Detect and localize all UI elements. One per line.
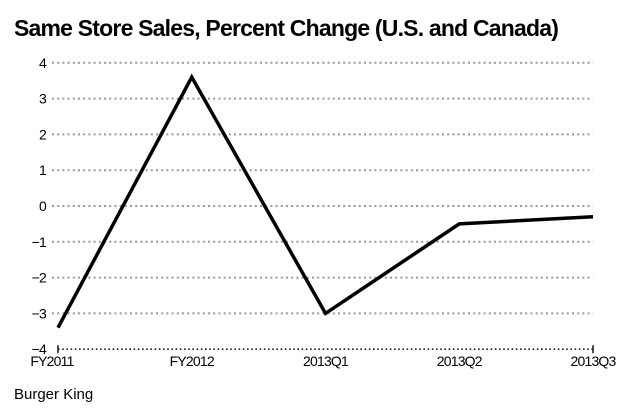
y-tick-label: 1 xyxy=(39,162,47,178)
y-tick-label: 3 xyxy=(39,91,47,107)
chart-title: Same Store Sales, Percent Change (U.S. a… xyxy=(14,15,559,41)
y-tick-label: −2 xyxy=(32,270,47,286)
y-tick-label: 0 xyxy=(39,198,47,214)
x-tick-label: 2013Q1 xyxy=(303,353,349,369)
x-tick-label: 2013Q3 xyxy=(570,353,616,369)
y-tick-label: −3 xyxy=(32,305,47,321)
data-line xyxy=(56,73,594,329)
y-tick-label: −4 xyxy=(32,341,47,357)
y-tick-label: 4 xyxy=(39,55,47,71)
x-tick-label: FY2012 xyxy=(170,353,215,369)
x-tick-label: 2013Q2 xyxy=(437,353,483,369)
x-tick-label: FY2011 xyxy=(30,353,74,369)
y-tick-label: −1 xyxy=(32,234,47,250)
y-tick-label: 2 xyxy=(39,126,47,142)
source-label: Burger King xyxy=(14,386,94,403)
